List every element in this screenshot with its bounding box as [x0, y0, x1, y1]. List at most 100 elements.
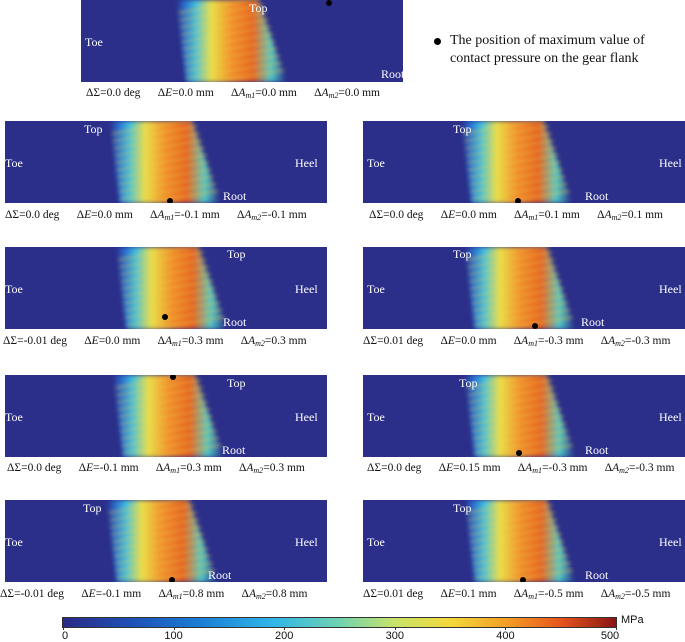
panel-label-toe: Toe [367, 282, 385, 296]
colorbar-gradient [62, 617, 617, 628]
panel-caption: ΔΣ=0.0 deg ΔE=0.15 mm ΔAm1=-0.3 mm ΔAm2=… [367, 461, 674, 478]
contact-stripe [120, 258, 207, 276]
contact-stripe [136, 443, 222, 457]
contact-stripe [469, 265, 557, 283]
panel-label-heel: Heel [659, 410, 682, 424]
colorbar-tick [505, 627, 507, 630]
colorbar-tick-label: 100 [164, 630, 183, 642]
contact-stripe [113, 532, 204, 551]
panel-label-root: Root [585, 189, 609, 203]
contact-stripe [126, 308, 223, 326]
caption-am2: ΔAm2=-0.3 mm [600, 335, 671, 348]
contact-stripe [471, 182, 568, 200]
caption-am2: ΔAm2=-0.3 mm [604, 462, 675, 475]
caption-e: ΔE=0.15 mm [438, 462, 501, 474]
panel-caption: ΔΣ=0.01 deg ΔE=0.0 mm ΔAm1=-0.3 mm ΔAm2=… [363, 334, 670, 351]
contact-stripe [121, 265, 209, 283]
contact-stripe [182, 32, 274, 51]
panel-label-root: Root [222, 443, 246, 457]
contact-stripe [474, 561, 571, 579]
panel-label-heel: Heel [295, 156, 318, 170]
panel-label-heel: Heel [659, 535, 682, 549]
contact-pattern-panel: Top Root Toe Heel [5, 247, 327, 329]
contact-stripe [484, 189, 570, 203]
panel-label-top: Top [453, 247, 472, 261]
contact-pressure-map [461, 121, 572, 203]
contact-stripe [139, 315, 225, 329]
caption-am2: ΔAm2=0.1 mm [597, 209, 663, 222]
colorbar-tick [394, 627, 396, 630]
contact-stripe [488, 443, 573, 457]
contact-stripe [123, 436, 220, 454]
contact-stripe [469, 161, 561, 179]
contact-stripe [115, 547, 209, 565]
panel-caption: ΔΣ=0.0 deg ΔE=0.0 mm ΔAm1=0.0 mm ΔAm2=0.… [86, 86, 380, 103]
contact-stripe [470, 525, 560, 543]
contact-stripe [467, 379, 553, 397]
contact-pressure-map [464, 375, 575, 457]
contact-stripe [466, 247, 546, 262]
max-pressure-point-icon [516, 450, 522, 456]
panel-label-top: Top [249, 1, 268, 15]
contact-pattern-panel: Top Root Toe Heel [363, 500, 685, 582]
panel-label-heel: Heel [295, 282, 318, 296]
caption-e: ΔE=0.0 mm [157, 87, 214, 99]
contact-pressure-map [116, 247, 227, 329]
caption-sigma: ΔΣ=0.0 deg [86, 87, 141, 99]
contact-stripe [185, 54, 280, 72]
contact-stripe [474, 436, 571, 454]
contact-stripe [112, 121, 191, 136]
contact-stripe [466, 139, 554, 157]
contact-stripe [116, 554, 211, 572]
contact-stripe [470, 400, 560, 418]
colorbar-tick [63, 627, 64, 630]
contact-stripe [119, 407, 210, 426]
contact-stripe [130, 568, 215, 582]
contact-pressure-map [113, 375, 224, 457]
contact-stripe [473, 422, 567, 440]
caption-e: ΔE=0.1 mm [440, 588, 497, 600]
max-pressure-marker-icon [434, 38, 441, 45]
contact-stripe [468, 511, 555, 529]
panel-label-root: Root [581, 315, 605, 329]
panel-label-toe: Toe [367, 156, 385, 170]
caption-am1: ΔAm1=-0.1 mm [150, 209, 220, 222]
contact-stripe [124, 294, 218, 312]
contact-stripe [474, 554, 569, 572]
contact-pressure-map [464, 247, 575, 329]
caption-sigma: ΔΣ=0.0 deg [367, 462, 422, 474]
caption-sigma: ΔΣ=0.0 deg [369, 209, 424, 221]
legend-text: The position of maximum value of contact… [450, 33, 645, 66]
contact-stripe [122, 272, 211, 290]
contact-stripe [116, 153, 207, 172]
contact-stripe [463, 121, 542, 136]
caption-sigma: ΔΣ=0.0 deg [7, 462, 62, 474]
contact-stripe [469, 518, 557, 536]
contact-stripe [111, 518, 199, 536]
contact-stripe [474, 301, 569, 319]
panel-caption: ΔΣ=0.0 deg ΔE=0.0 mm ΔAm1=0.1 mm ΔAm2=0.… [369, 208, 663, 225]
contact-stripe [116, 379, 201, 397]
caption-e: ΔE=-0.1 mm [78, 462, 139, 474]
panel-label-top: Top [84, 122, 103, 136]
colorbar-unit: MPa [621, 614, 644, 626]
caption-am2: ΔAm2=0.3 mm [240, 335, 307, 348]
caption-am1: ΔAm1=0.8 mm [158, 588, 225, 601]
colorbar-tick [616, 627, 617, 630]
panel-label-heel: Heel [659, 282, 682, 296]
contact-stripe [468, 386, 555, 404]
caption-am1: ΔAm1=-0.3 mm [513, 335, 584, 348]
contact-stripe [115, 375, 194, 390]
contact-pattern-panel: Top Root Toe Heel [363, 247, 685, 329]
contact-stripe [474, 308, 571, 326]
panel-label-toe: Toe [5, 410, 23, 424]
contact-stripe [467, 251, 553, 269]
contact-stripe [466, 375, 546, 390]
contact-stripe [118, 393, 206, 411]
caption-am2: ΔAm2=0.3 mm [238, 462, 305, 475]
max-pressure-point-icon [169, 577, 175, 582]
panel-caption: ΔΣ=-0.01 deg ΔE=0.0 mm ΔAm1=0.3 mm ΔAm2=… [3, 334, 307, 351]
contact-stripe [121, 422, 215, 440]
contact-pressure-map [106, 500, 217, 582]
contact-stripe [465, 132, 552, 150]
